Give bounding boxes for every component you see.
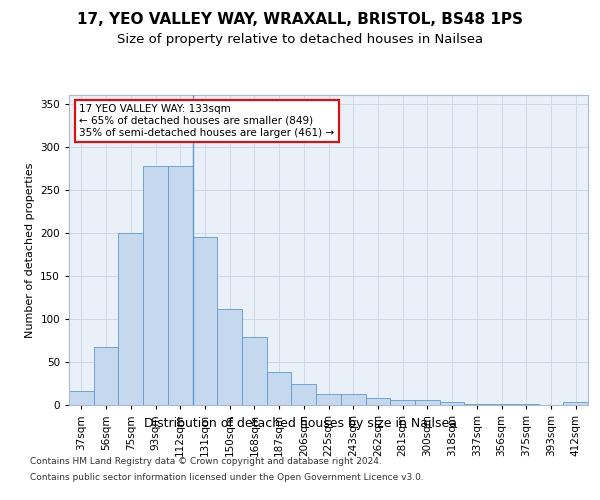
Bar <box>168 166 193 405</box>
Bar <box>341 394 365 405</box>
Y-axis label: Number of detached properties: Number of detached properties <box>25 162 35 338</box>
Bar <box>69 391 94 405</box>
Bar <box>193 237 217 405</box>
Text: Contains HM Land Registry data © Crown copyright and database right 2024.: Contains HM Land Registry data © Crown c… <box>30 458 382 466</box>
Bar <box>118 233 143 405</box>
Bar <box>514 404 539 405</box>
Bar <box>563 402 588 405</box>
Bar <box>390 400 415 405</box>
Bar <box>415 400 440 405</box>
Text: Distribution of detached houses by size in Nailsea: Distribution of detached houses by size … <box>143 418 457 430</box>
Bar <box>217 308 242 405</box>
Text: 17 YEO VALLEY WAY: 133sqm
← 65% of detached houses are smaller (849)
35% of semi: 17 YEO VALLEY WAY: 133sqm ← 65% of detac… <box>79 104 335 138</box>
Text: 17, YEO VALLEY WAY, WRAXALL, BRISTOL, BS48 1PS: 17, YEO VALLEY WAY, WRAXALL, BRISTOL, BS… <box>77 12 523 28</box>
Bar <box>489 404 514 405</box>
Text: Size of property relative to detached houses in Nailsea: Size of property relative to detached ho… <box>117 32 483 46</box>
Bar <box>440 402 464 405</box>
Bar <box>94 348 118 405</box>
Bar <box>292 384 316 405</box>
Bar <box>464 404 489 405</box>
Bar <box>365 398 390 405</box>
Bar <box>316 394 341 405</box>
Text: Contains public sector information licensed under the Open Government Licence v3: Contains public sector information licen… <box>30 472 424 482</box>
Bar <box>242 337 267 405</box>
Bar <box>267 372 292 405</box>
Bar <box>143 166 168 405</box>
